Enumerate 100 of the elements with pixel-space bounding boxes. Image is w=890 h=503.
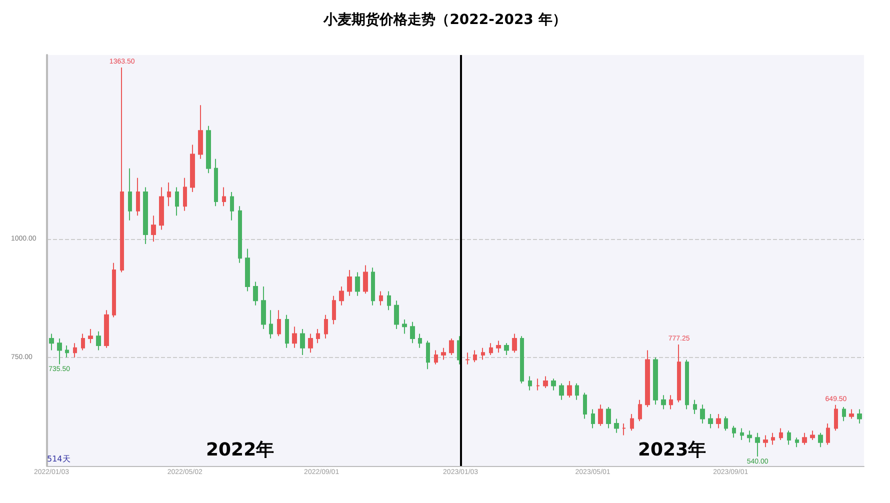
candlestick — [630, 414, 634, 432]
candlestick — [740, 428, 744, 441]
candlestick — [465, 352, 470, 365]
candlestick — [222, 186, 226, 207]
candlestick — [300, 328, 305, 356]
candlestick — [426, 340, 430, 370]
candlestick — [332, 295, 336, 325]
candlestick — [700, 404, 705, 424]
candlestick — [473, 350, 477, 363]
candlestick — [183, 177, 187, 212]
candlestick — [363, 264, 368, 294]
candlestick — [292, 326, 297, 348]
candlestick — [638, 399, 642, 422]
annotation: 2023年 — [638, 440, 706, 460]
candlestick — [528, 376, 532, 391]
candlestick — [49, 333, 54, 351]
candlestick — [810, 430, 815, 441]
candlestick — [57, 338, 62, 365]
candlestick — [567, 380, 572, 398]
candlestick — [410, 321, 415, 344]
candlestick — [190, 144, 195, 192]
candlestick — [434, 350, 438, 365]
chart-title: 小麦期货价格走势（2022-2023 年） — [322, 12, 566, 28]
candlestick — [285, 314, 289, 348]
candlestick — [175, 186, 179, 216]
candlestick — [206, 125, 211, 174]
candlestick — [693, 399, 697, 415]
candlestick — [230, 192, 234, 221]
candlestick — [543, 376, 548, 389]
candlestick — [661, 394, 666, 410]
candlestick — [339, 286, 344, 306]
candlestick — [755, 432, 760, 458]
candlestick — [402, 319, 407, 334]
candlestick — [245, 248, 250, 292]
candlestick — [496, 340, 501, 354]
candlestick — [112, 262, 116, 318]
annotation: 2022年 — [206, 440, 274, 460]
candlestick — [614, 418, 619, 434]
candlestick — [818, 432, 823, 448]
candlestick — [120, 67, 124, 273]
candlestick — [857, 408, 862, 424]
candlestick — [677, 344, 681, 403]
candlestick — [387, 290, 391, 311]
candlestick — [143, 186, 148, 244]
candlestick — [238, 206, 242, 264]
candlestick — [591, 408, 595, 429]
candlestick — [324, 314, 328, 339]
candlestick — [88, 328, 93, 344]
candlestick — [653, 356, 658, 406]
candlestick — [81, 333, 85, 351]
candlestick — [379, 290, 383, 306]
candlestick — [504, 342, 509, 356]
candlestick — [685, 359, 689, 410]
candlestick — [104, 310, 109, 348]
candlestick — [771, 432, 775, 446]
candlestick — [747, 430, 752, 443]
candlestick — [536, 378, 540, 391]
candlestick — [802, 432, 807, 446]
candlestick — [763, 434, 768, 448]
candlestick — [198, 104, 203, 160]
candlestick — [347, 269, 352, 296]
candlestick — [269, 310, 273, 339]
candlestick — [606, 406, 611, 429]
candlestick — [136, 177, 140, 216]
candlestick — [708, 414, 713, 429]
candlestick — [645, 350, 650, 408]
candlestick — [277, 310, 281, 337]
candlestick — [214, 158, 218, 207]
candlestick — [779, 428, 783, 441]
candlestick — [795, 437, 799, 448]
candlestick — [73, 342, 77, 358]
candlestick — [834, 404, 838, 432]
candlestick — [622, 422, 626, 436]
candlestick — [261, 286, 266, 330]
candlestick — [308, 333, 313, 354]
candlestick — [669, 394, 673, 410]
candlestick — [787, 430, 791, 446]
candlestick — [418, 333, 422, 348]
candlestick — [65, 345, 69, 358]
candlestick — [96, 330, 101, 351]
candlestick — [355, 272, 360, 296]
candlestick — [481, 347, 485, 360]
candlestick — [575, 382, 579, 400]
candlestick — [159, 186, 164, 230]
candlestick — [849, 408, 854, 420]
candlestick — [826, 422, 830, 446]
candlestick — [512, 333, 517, 354]
candlestick — [583, 392, 587, 420]
candlestick — [167, 182, 171, 207]
candlestick — [441, 347, 446, 360]
candlestick — [253, 281, 258, 306]
candlestick — [559, 382, 564, 400]
candlestick — [551, 378, 556, 391]
candlestick — [449, 338, 454, 356]
candlestick — [842, 406, 846, 422]
annotation: 514天 — [47, 454, 70, 464]
candlestick — [520, 336, 524, 384]
candlestick — [489, 342, 493, 356]
candlestick — [716, 414, 721, 429]
candlestick — [732, 425, 736, 438]
